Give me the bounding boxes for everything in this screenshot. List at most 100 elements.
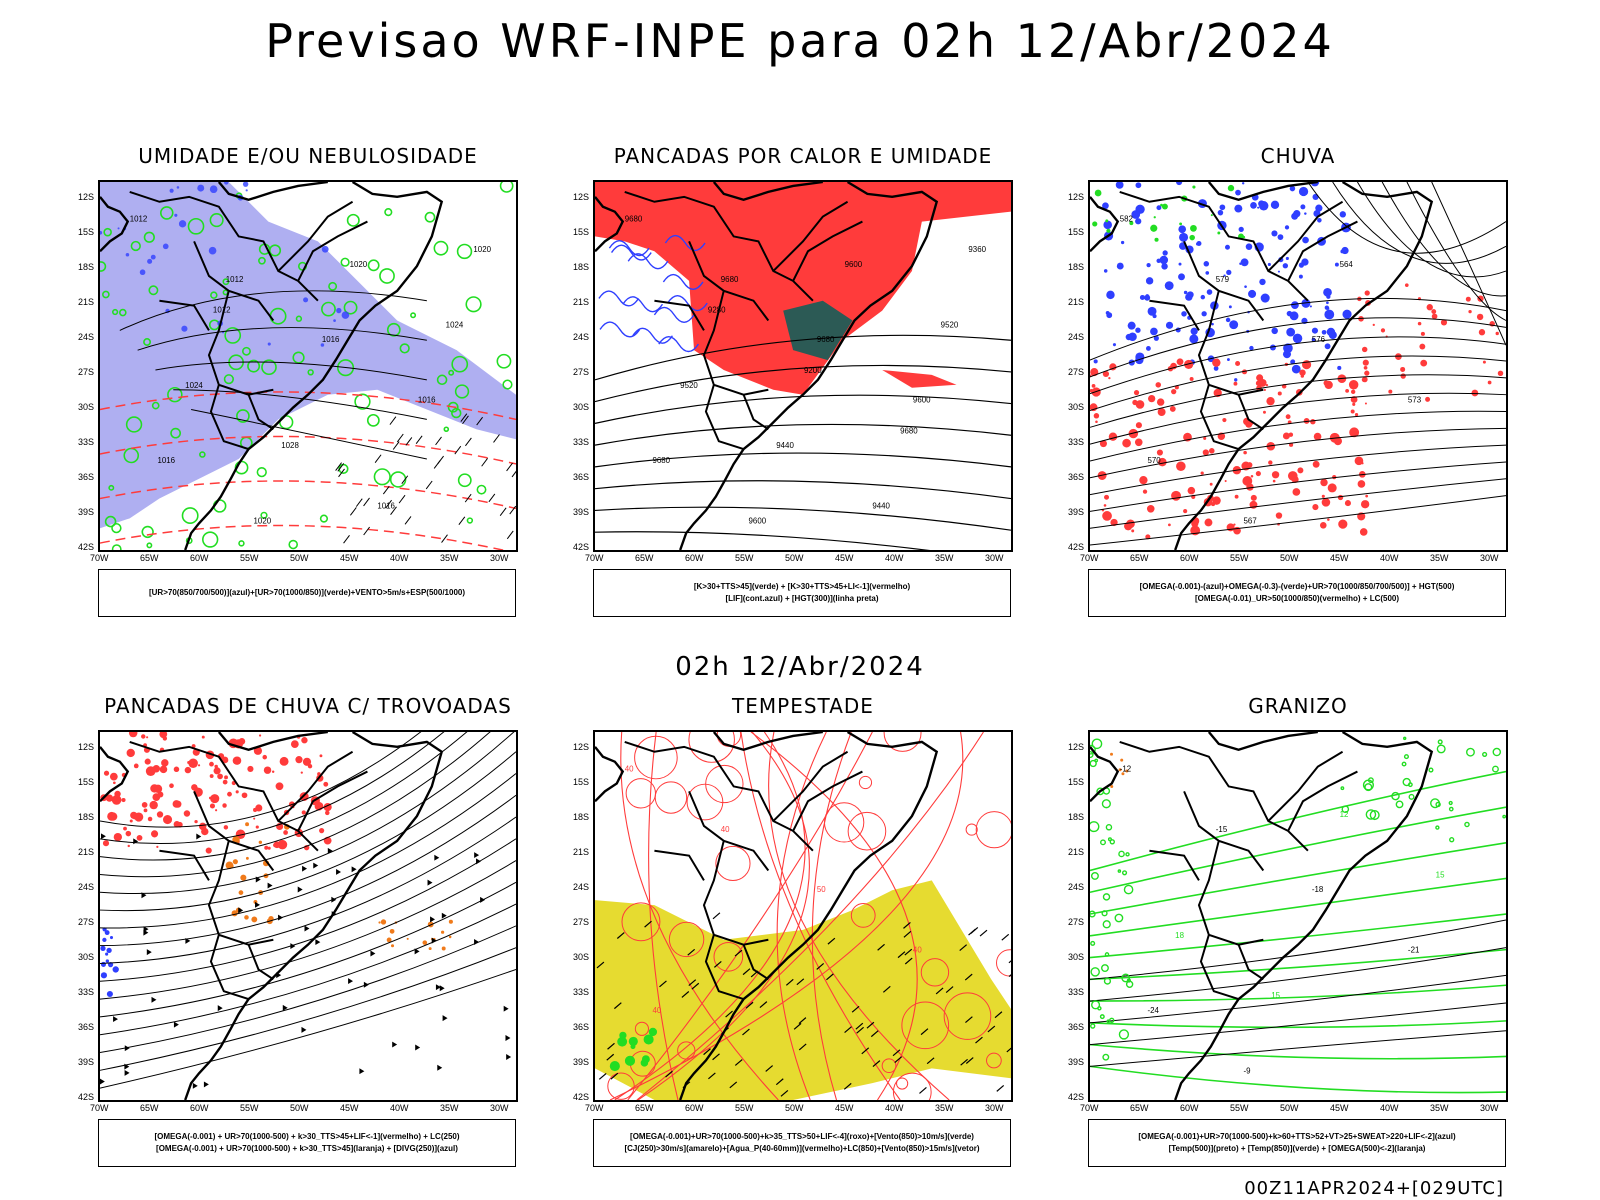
longitude-tick-label: 70W [585, 1103, 604, 1113]
latitude-axis: 12S 15S 18S 21S 24S 27S 30S 33S 36S 39S 42S [68, 730, 94, 1102]
latitude-tick-label: 30S [572, 952, 589, 962]
panel-caption: [OMEGA(-0.001)-(azul)+OMEGA(-0.3)-(verde… [1088, 569, 1506, 617]
contour-label: -24 [1147, 1006, 1159, 1015]
latitude-tick-label: 30S [1067, 402, 1084, 412]
latitude-tick-label: 24S [572, 882, 589, 892]
longitude-tick-label: 55W [1230, 1103, 1249, 1113]
latitude-tick-label: 30S [77, 402, 94, 412]
contour-label: 1024 [185, 381, 203, 390]
contour-label: 573 [1408, 396, 1422, 405]
panel-title: CHUVA [1260, 144, 1336, 168]
latitude-tick-label: 24S [77, 882, 94, 892]
latitude-tick-label: 12S [77, 742, 94, 752]
longitude-tick-label: 45W [835, 553, 854, 563]
latitude-tick-label: 42S [1067, 542, 1084, 552]
longitude-tick-label: 35W [440, 553, 459, 563]
contour-label: 9440 [776, 441, 794, 450]
latitude-tick-label: 18S [77, 262, 94, 272]
panel-caption: [K>30+TTS>45](verde) + [K>30+TTS>45+LI<-… [593, 569, 1011, 617]
latitude-tick-label: 36S [1067, 1022, 1084, 1032]
longitude-axis: 70W 65W 60W 55W 50W 45W 40W 35W 30W [585, 1103, 1013, 1117]
latitude-axis: 12S 15S 18S 21S 24S 27S 30S 33S 36S 39S 42S [563, 180, 589, 552]
contour-label: 9680 [817, 335, 835, 344]
contour-label: -12 [1120, 765, 1131, 774]
latitude-tick-label: 18S [572, 262, 589, 272]
latitude-tick-label: 27S [572, 917, 589, 927]
longitude-tick-label: 55W [735, 1103, 754, 1113]
contour-label: 9280 [708, 306, 726, 315]
latitude-tick-label: 27S [572, 367, 589, 377]
contour-label: 9520 [941, 320, 959, 329]
latitude-tick-label: 36S [572, 472, 589, 482]
contour-label: 1012 [226, 275, 244, 284]
longitude-tick-label: 35W [935, 1103, 954, 1113]
panel-caption: [OMEGA(-0.001)+UR>70(1000-500)+k>35_TTS>… [593, 1119, 1011, 1167]
latitude-tick-label: 12S [572, 192, 589, 202]
forecast-map: 1012 1012 1016 1016 1016 1020 1020 1024 1024 1028… [98, 180, 518, 552]
longitude-tick-label: 60W [685, 553, 704, 563]
latitude-tick-label: 24S [77, 332, 94, 342]
contour-label: 1020 [254, 516, 272, 525]
longitude-tick-label: 45W [340, 553, 359, 563]
latitude-tick-label: 42S [77, 542, 94, 552]
contour-label: 15 [1436, 870, 1445, 879]
panel-caption: [OMEGA(-0.001)+UR>70(1000-500)+k>60+TTS>… [1088, 1119, 1506, 1167]
latitude-tick-label: 33S [1067, 987, 1084, 997]
latitude-tick-label: 12S [1067, 192, 1084, 202]
latitude-tick-label: 33S [572, 437, 589, 447]
longitude-tick-label: 50W [785, 1103, 804, 1113]
longitude-tick-label: 30W [490, 1103, 509, 1113]
latitude-tick-label: 21S [572, 297, 589, 307]
contour-label: 9680 [721, 275, 739, 284]
contour-label: 18 [1175, 931, 1184, 940]
latitude-axis: 12S 15S 18S 21S 24S 27S 30S 33S 36S 39S 42S [1058, 180, 1084, 552]
longitude-axis: 70W 65W 60W 55W 50W 45W 40W 35W 30W [90, 553, 518, 567]
latitude-tick-label: 30S [77, 952, 94, 962]
caption-line: [OMEGA(-0.001) + UR>70(1000-500) + k>30_… [154, 1132, 460, 1141]
longitude-tick-label: 50W [290, 553, 309, 563]
latitude-tick-label: 24S [1067, 332, 1084, 342]
longitude-tick-label: 65W [1130, 1103, 1149, 1113]
caption-line: [OMEGA(-0.01)_UR>50(1000/850)(vermelho) … [1194, 594, 1400, 603]
latitude-tick-label: 42S [572, 542, 589, 552]
longitude-tick-label: 45W [835, 1103, 854, 1113]
panel-caption: [UR>70(850/700/500)](azul)+[UR>70(1000/8… [98, 569, 516, 617]
contour-label: 9600 [913, 396, 931, 405]
latitude-tick-label: 15S [77, 227, 94, 237]
latitude-tick-label: 36S [77, 472, 94, 482]
longitude-tick-label: 35W [1430, 1103, 1449, 1113]
forecast-map: -12 -15 -18 -21 -24 -9 12 15 18 15 [1088, 730, 1508, 1102]
latitude-tick-label: 18S [1067, 262, 1084, 272]
longitude-tick-label: 30W [1480, 1103, 1499, 1113]
latitude-tick-label: 39S [77, 507, 94, 517]
latitude-tick-label: 21S [572, 847, 589, 857]
longitude-tick-label: 60W [1180, 553, 1199, 563]
mid-time-label: 02h 12/Abr/2024 [675, 652, 925, 682]
latitude-tick-label: 42S [1067, 1092, 1084, 1102]
latitude-tick-label: 42S [77, 1092, 94, 1102]
longitude-tick-label: 70W [90, 553, 109, 563]
longitude-tick-label: 40W [1380, 1103, 1399, 1113]
latitude-tick-label: 33S [77, 987, 94, 997]
latitude-tick-label: 24S [1067, 882, 1084, 892]
panel-title: UMIDADE E/OU NEBULOSIDADE [138, 144, 478, 168]
contour-label: 9200 [804, 366, 822, 375]
contour-label: 50 [817, 885, 826, 894]
latitude-tick-label: 12S [572, 742, 589, 752]
latitude-tick-label: 33S [572, 987, 589, 997]
contour-label: 1024 [446, 320, 464, 329]
contour-label: 9680 [652, 456, 670, 465]
longitude-tick-label: 65W [140, 1103, 159, 1113]
contour-label: 1016 [322, 335, 340, 344]
latitude-tick-label: 18S [572, 812, 589, 822]
longitude-tick-label: 70W [1080, 553, 1099, 563]
contour-label: 1020 [350, 260, 368, 269]
contour-label: 40 [625, 765, 634, 774]
longitude-axis: 70W 65W 60W 55W 50W 45W 40W 35W 30W [1080, 1103, 1508, 1117]
latitude-tick-label: 39S [1067, 507, 1084, 517]
longitude-axis: 70W 65W 60W 55W 50W 45W 40W 35W 30W [1080, 553, 1508, 567]
contour-label: 9680 [900, 426, 918, 435]
contour-label: 564 [1340, 260, 1354, 269]
longitude-tick-label: 55W [240, 1103, 259, 1113]
panel-caption: [OMEGA(-0.001) + UR>70(1000-500) + k>30_… [98, 1119, 516, 1167]
